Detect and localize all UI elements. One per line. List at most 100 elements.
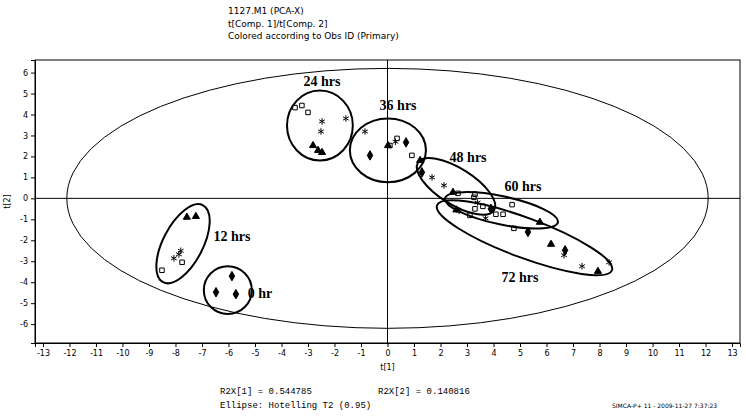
point-triangle xyxy=(453,206,460,212)
tick: -10 xyxy=(116,343,129,358)
point-star xyxy=(171,255,177,262)
tick: -2 xyxy=(331,343,339,358)
tick: 10 xyxy=(648,343,658,358)
tick-label: 12 xyxy=(701,349,711,358)
plot-area xyxy=(35,60,740,343)
tick-mark xyxy=(96,343,97,347)
tick-mark xyxy=(732,343,733,347)
point-diamond xyxy=(562,246,567,255)
tick: 0 xyxy=(23,194,35,203)
series xyxy=(160,103,516,272)
tick-mark xyxy=(31,198,35,199)
point-diamond xyxy=(419,168,424,177)
footer-text: SIMCA-P+ 11 - 2009-11-27 7:37:23 xyxy=(612,402,717,409)
axis-line xyxy=(31,61,36,344)
tick: 13 xyxy=(727,343,737,358)
point-square xyxy=(410,153,415,158)
tick-mark xyxy=(31,73,35,74)
group-label: 0 hr xyxy=(248,286,273,301)
tick: -5 xyxy=(20,299,35,308)
tick-mark xyxy=(31,303,35,304)
tick: -9 xyxy=(145,343,153,358)
point-square xyxy=(494,212,499,217)
group-ellipse xyxy=(287,91,353,161)
point-triangle xyxy=(192,212,199,218)
tick-label: 1 xyxy=(23,173,28,182)
footer-text: R2X[1] = 0.544785 xyxy=(220,387,312,397)
tick-mark xyxy=(308,343,309,347)
tick: -1 xyxy=(20,215,35,224)
point-star xyxy=(178,247,184,254)
point-star xyxy=(318,128,324,135)
tick-label: 10 xyxy=(648,349,658,358)
hotelling-ellipse xyxy=(67,68,708,328)
tick-mark xyxy=(626,343,627,347)
tick-label: -7 xyxy=(198,349,206,358)
point-triangle xyxy=(318,148,325,154)
axis-line xyxy=(36,344,741,348)
tick: 3 xyxy=(23,132,35,141)
tick-label: -12 xyxy=(63,349,76,358)
tick: -12 xyxy=(63,343,76,358)
point-star xyxy=(579,263,585,270)
tick-label: -1 xyxy=(358,349,366,358)
point-square xyxy=(473,192,478,197)
group-label: 24 hrs xyxy=(304,74,342,89)
point-diamond xyxy=(367,151,372,160)
tick: 2 xyxy=(438,343,443,358)
point-square xyxy=(510,202,515,207)
tick-label: 0 xyxy=(385,349,390,358)
footer-text: Ellipse: Hotelling T2 (0.95) xyxy=(220,401,371,411)
point-star xyxy=(362,128,368,135)
title: 1127.M1 (PCA-X) xyxy=(228,6,304,16)
tick: -4 xyxy=(278,343,286,358)
point-diamond xyxy=(229,271,234,280)
reference-line xyxy=(35,198,740,199)
point-triangle xyxy=(183,213,190,219)
point-star xyxy=(441,182,447,189)
point-star xyxy=(606,259,612,266)
tick: 6 xyxy=(544,343,549,358)
chart: 1127.M1 (PCA-X)t[Comp. 1]/t[Comp. 2]Colo… xyxy=(0,0,746,417)
tick-label: -3 xyxy=(304,349,312,358)
tick-mark xyxy=(31,324,35,325)
tick: 6 xyxy=(23,69,35,78)
tick: 11 xyxy=(674,343,684,358)
tick-mark xyxy=(600,343,601,347)
tick-label: 6 xyxy=(544,349,549,358)
tick-mark xyxy=(653,343,654,347)
tick-label: -8 xyxy=(172,349,180,358)
tick-mark xyxy=(31,282,35,283)
tick-mark xyxy=(388,343,389,347)
point-square xyxy=(512,226,517,231)
x-axis: -13-12-11-10-9-8-7-6-5-4-3-2-10123456789… xyxy=(36,343,741,358)
point-square xyxy=(473,207,478,212)
point-square xyxy=(306,110,311,115)
x-axis-title: t[1] xyxy=(380,363,394,372)
tick-label: 0 xyxy=(23,194,28,203)
group-ellipse xyxy=(204,266,252,314)
tick-label: 5 xyxy=(23,90,28,99)
tick: -6 xyxy=(20,320,35,329)
point-star xyxy=(319,118,325,125)
tick-label: 5 xyxy=(518,349,523,358)
point-triangle xyxy=(309,141,316,147)
tick-mark xyxy=(281,343,282,347)
tick: -5 xyxy=(251,343,259,358)
subtitle: Colored according to Obs ID (Primary) xyxy=(228,31,399,41)
point-square xyxy=(481,204,486,209)
tick-mark xyxy=(31,115,35,116)
tick-label: 4 xyxy=(23,111,28,120)
tick-mark xyxy=(547,343,548,347)
tick-mark xyxy=(31,135,35,136)
tick-label: -11 xyxy=(90,349,103,358)
tick-label: 11 xyxy=(674,349,684,358)
tick-mark xyxy=(441,343,442,347)
point-diamond xyxy=(213,288,218,297)
tick: 4 xyxy=(491,343,496,358)
tick: 4 xyxy=(23,111,35,120)
tick-label: -5 xyxy=(251,349,259,358)
tick-label: 3 xyxy=(23,132,28,141)
tick-label: 7 xyxy=(571,349,576,358)
tick: -6 xyxy=(225,343,233,358)
